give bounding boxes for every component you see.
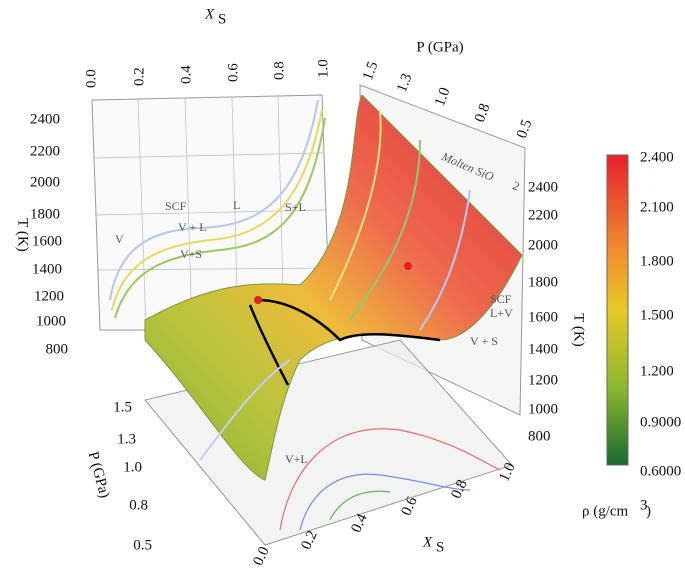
y-tick-label: 1200 <box>34 288 64 304</box>
critical-point <box>254 296 262 304</box>
region-label: L+V <box>490 306 513 320</box>
x-tick-label: 1.0 <box>496 460 518 484</box>
t-tick-label: 2000 <box>528 237 558 253</box>
region-label: SCF <box>165 199 187 213</box>
colorbar <box>606 154 629 466</box>
left-curves <box>109 99 326 319</box>
t-tick-label: 1600 <box>528 309 558 325</box>
axis-label: X <box>204 6 215 22</box>
y-tick-label: 2400 <box>30 111 60 127</box>
axis-label: T (K) <box>15 218 31 251</box>
p-tick-label: 0.5 <box>514 117 535 140</box>
colorbar-label-end: ) <box>646 503 651 519</box>
p-tick-label: 1.5 <box>360 59 381 82</box>
colorbar-label-sup: 3 <box>640 497 648 513</box>
p-tick-label: 1.3 <box>117 431 136 447</box>
y-tick-label: 800 <box>46 341 69 357</box>
colorbar-tick-label: 0.9000 <box>640 414 681 430</box>
region-label: V <box>115 232 124 246</box>
t-tick-label: 1000 <box>528 401 558 417</box>
region-label: V + L <box>178 220 207 234</box>
x-tick-label: 0.8 <box>271 61 287 80</box>
surface-curves <box>199 109 471 461</box>
region-label: V + S <box>470 334 498 348</box>
region-label: L <box>233 198 240 212</box>
t-tick-label: 1200 <box>528 372 558 388</box>
t-tick-label: 800 <box>528 428 551 444</box>
x-tick-label: 0.8 <box>448 477 470 501</box>
colorbar-label: ρ (g/cm <box>582 503 629 519</box>
y-tick-label: 1000 <box>36 313 66 329</box>
colorbar-tick-label: 2.100 <box>640 199 674 215</box>
y-tick-label: 1800 <box>30 206 60 222</box>
critical-point <box>404 262 412 270</box>
axis-label: P (GPa) <box>85 450 113 500</box>
region-label: SCF <box>490 292 512 306</box>
floor-curves <box>279 428 501 531</box>
colorbar-tick-label: 1.200 <box>640 363 674 379</box>
x-tick-label: 0.6 <box>225 63 241 82</box>
p-tick-label: 1.0 <box>432 85 453 108</box>
p-tick-label: 1.0 <box>123 459 142 475</box>
p-tick-label: 0.5 <box>133 537 152 553</box>
density-surface <box>144 94 523 481</box>
p-tick-label: 1.3 <box>394 71 415 94</box>
x-tick-label: 0.0 <box>83 69 99 88</box>
t-tick-label: 1800 <box>528 274 558 290</box>
axis-label: P (GPa) <box>416 39 463 55</box>
axis-label: X <box>422 534 433 550</box>
axis-label-sub: S <box>218 11 226 27</box>
x-tick-label: 0.2 <box>131 67 147 86</box>
y-tick-label: 1600 <box>32 233 62 249</box>
x-tick-label: 0.4 <box>178 65 194 84</box>
t-tick-label: 1400 <box>528 341 558 357</box>
colorbar-tick-label: 2.400 <box>640 149 674 165</box>
colorbar-tick-label: 1.500 <box>640 307 674 323</box>
x-tick-label: 0.6 <box>398 494 421 518</box>
region-label: V+L <box>285 452 308 466</box>
x-tick-label: 0.4 <box>348 511 371 535</box>
y-tick-label: 2200 <box>30 143 60 159</box>
p-tick-label: 1.5 <box>113 399 132 415</box>
p-tick-label: 0.8 <box>472 101 493 124</box>
region-label: V+S <box>180 247 202 261</box>
axis-label-sub: S <box>436 539 444 555</box>
colorbar-tick-label: 1.800 <box>640 253 674 269</box>
x-tick-label: 1.0 <box>315 59 331 78</box>
p-tick-label: 0.8 <box>129 497 148 513</box>
y-tick-label: 2000 <box>30 174 60 190</box>
x-tick-label: 0.0 <box>250 544 272 568</box>
colorbar-tick-label: 0.6000 <box>640 463 681 479</box>
t-tick-label: 2200 <box>528 207 558 223</box>
x-tick-label: 0.2 <box>298 528 320 552</box>
region-label: S+L <box>285 200 306 214</box>
t-tick-label: 2400 <box>528 179 558 195</box>
y-tick-label: 1400 <box>32 261 62 277</box>
axis-label: T (K) <box>571 313 587 346</box>
wall-title-sub: 2 <box>511 178 522 193</box>
